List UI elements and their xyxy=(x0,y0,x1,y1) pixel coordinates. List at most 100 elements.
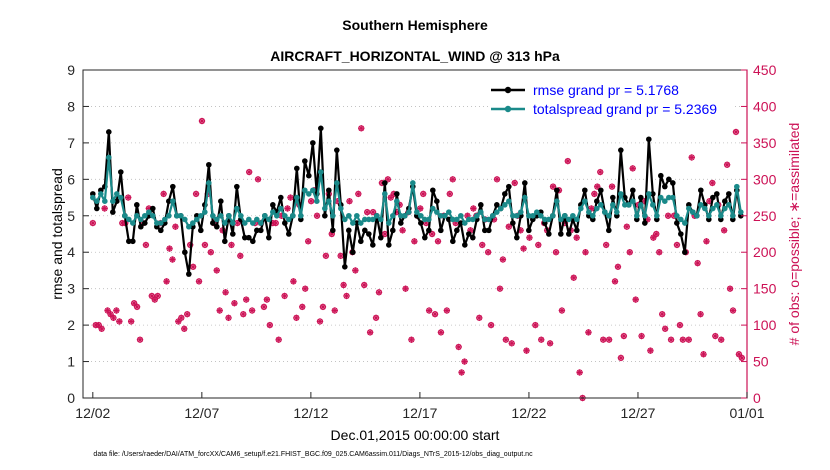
spread-point xyxy=(150,212,156,219)
spread-point xyxy=(90,194,96,201)
obs-marker xyxy=(431,310,439,318)
rmse-point xyxy=(322,212,328,219)
rmse-point xyxy=(646,136,652,143)
obs-marker xyxy=(245,168,253,176)
rmse-point xyxy=(310,140,316,146)
spread-point xyxy=(170,198,176,204)
spread-point xyxy=(522,194,528,201)
obs-marker xyxy=(685,336,692,343)
obs-marker xyxy=(101,205,108,212)
spread-point xyxy=(650,202,656,208)
rmse-point xyxy=(278,194,284,201)
obs-marker xyxy=(679,336,687,343)
rmse-point xyxy=(94,205,100,212)
obs-marker xyxy=(372,314,380,322)
spread-point xyxy=(214,216,220,223)
spread-point xyxy=(466,216,472,223)
y-axis-label-right: # of obs: o=possible; ∗=assimilated xyxy=(786,123,802,346)
obs-marker xyxy=(508,340,515,347)
spread-point xyxy=(298,212,304,219)
rmse-point xyxy=(482,227,488,234)
obs-marker xyxy=(207,249,215,256)
rmse-point xyxy=(430,187,436,194)
spread-point xyxy=(166,212,172,219)
obs-marker xyxy=(523,347,530,354)
spread-point xyxy=(574,216,580,223)
spread-point xyxy=(542,216,548,223)
obs-marker xyxy=(133,303,141,311)
obs-marker xyxy=(89,219,97,227)
rmse-point xyxy=(206,161,212,168)
obs-marker xyxy=(343,292,350,300)
spread-point xyxy=(642,212,648,219)
obs-marker xyxy=(458,369,465,376)
spread-point xyxy=(686,205,692,212)
obs-marker xyxy=(653,230,660,238)
obs-marker xyxy=(505,223,512,230)
obs-marker xyxy=(166,245,173,252)
obs-marker xyxy=(198,117,206,125)
obs-marker xyxy=(535,241,542,249)
obs-marker xyxy=(546,340,554,347)
rmse-point xyxy=(210,220,216,226)
rmse-point xyxy=(294,165,300,172)
obs-marker xyxy=(493,176,501,183)
spread-point xyxy=(334,180,340,186)
spread-point xyxy=(586,209,592,215)
obs-marker xyxy=(290,278,297,285)
obs-marker xyxy=(402,285,409,292)
rmse-point xyxy=(394,191,400,197)
obs-marker xyxy=(346,198,353,205)
spread-point xyxy=(510,212,516,219)
spread-point xyxy=(378,216,384,223)
spread-point xyxy=(578,205,584,212)
obs-marker xyxy=(496,285,504,292)
chart-title: Southern Hemisphere xyxy=(342,17,488,33)
spread-point xyxy=(710,205,716,212)
rmse-point xyxy=(366,231,372,237)
obs-marker xyxy=(408,336,415,343)
spread-point xyxy=(718,212,724,219)
spread-point xyxy=(442,212,448,219)
obs-marker xyxy=(263,296,271,303)
spread-point xyxy=(326,198,332,204)
spread-point xyxy=(670,194,676,201)
rmse-point xyxy=(582,187,588,194)
obs-marker xyxy=(532,321,539,329)
spread-point xyxy=(506,198,512,204)
rmse-point xyxy=(462,242,468,248)
obs-marker xyxy=(148,292,156,300)
rmse-point xyxy=(358,238,364,245)
obs-marker xyxy=(726,285,734,292)
rmse-point xyxy=(134,202,140,208)
spread-point xyxy=(270,209,276,215)
obs-marker xyxy=(107,310,114,318)
obs-marker xyxy=(181,325,188,332)
obs-marker xyxy=(331,307,338,314)
spread-point xyxy=(682,220,688,226)
spread-point xyxy=(646,191,652,197)
y-tick-label: 2 xyxy=(67,317,75,333)
spread-point xyxy=(606,212,612,219)
spread-point xyxy=(562,212,568,219)
obs-marker xyxy=(661,325,669,332)
spread-point xyxy=(614,209,620,215)
spread-point xyxy=(338,205,344,212)
rmse-point xyxy=(158,227,164,234)
obs-marker xyxy=(449,176,456,183)
rmse-point xyxy=(286,231,292,237)
obs-marker xyxy=(266,321,274,329)
spread-point xyxy=(370,216,376,223)
rmse-point xyxy=(450,238,456,245)
obs-marker xyxy=(216,307,223,314)
spread-point xyxy=(558,216,564,223)
spread-point xyxy=(722,205,728,212)
spread-point xyxy=(342,216,348,223)
spread-point xyxy=(198,212,204,219)
spread-point xyxy=(426,216,432,223)
y-tick-label: 1 xyxy=(67,354,75,370)
obs-marker xyxy=(136,336,144,343)
legend: rmse grand pr = 5.1768 totalspread grand… xyxy=(488,80,734,120)
spread-point xyxy=(446,209,452,215)
obs-marker xyxy=(225,314,232,322)
